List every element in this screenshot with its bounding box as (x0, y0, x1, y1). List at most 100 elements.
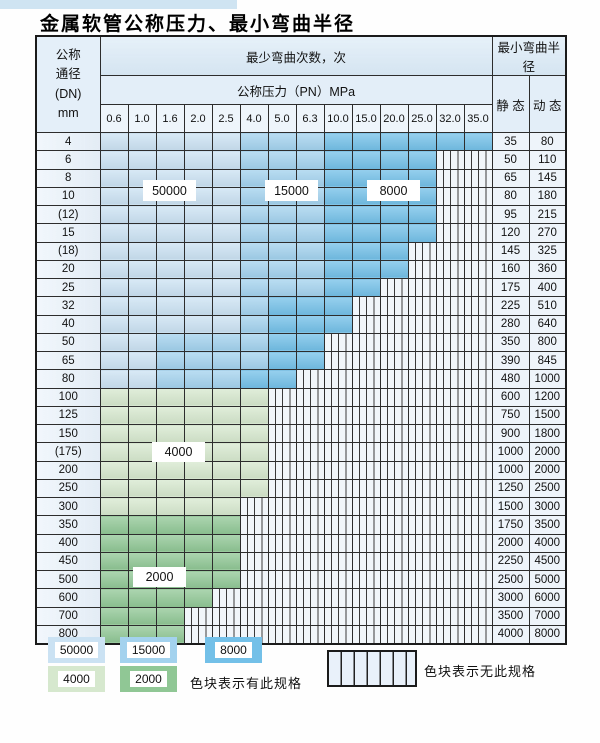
dynamic-value: 400 (528, 277, 567, 298)
spec-cell (183, 259, 213, 280)
spec-cell (99, 551, 129, 572)
dn-label: 10 (35, 186, 101, 207)
spec-cell (323, 296, 353, 316)
spec-cell (323, 277, 353, 298)
table-row: 50 350 800 (35, 332, 567, 353)
static-value: 80 (491, 186, 530, 207)
spec-cell (435, 442, 465, 462)
dynamic-value: 1200 (528, 387, 567, 407)
spec-cell (407, 150, 437, 170)
spec-cell (183, 223, 213, 243)
static-value: 2000 (491, 533, 530, 553)
spec-cell (99, 588, 129, 608)
spec-cell (183, 569, 213, 590)
dynamic-value: 5000 (528, 569, 567, 590)
spec-cell (183, 277, 213, 298)
dn-label: 125 (35, 405, 101, 426)
spec-cell (295, 478, 325, 499)
spec-cell (379, 131, 409, 152)
table-row: 600 3000 6000 (35, 588, 567, 608)
static-value: 50 (491, 150, 530, 170)
table-row: 80 480 1000 (35, 369, 567, 389)
spec-cell (351, 405, 381, 426)
pressure-col-label: 10.0 (323, 104, 353, 133)
spec-cell (99, 606, 129, 626)
dn-label: 40 (35, 314, 101, 334)
spec-cell (407, 588, 437, 608)
pressure-col-label: 35.0 (463, 104, 493, 133)
pressure-col-label: 5.0 (267, 104, 297, 133)
spec-cell (351, 423, 381, 444)
static-value: 145 (491, 241, 530, 261)
pressure-col-label: 25.0 (407, 104, 437, 133)
spec-cell (239, 223, 269, 243)
spec-cell (127, 369, 157, 389)
spec-cell (127, 442, 157, 462)
table-row: 8 65 145 (35, 168, 567, 188)
spec-cell (295, 423, 325, 444)
spec-cell (127, 223, 157, 243)
spec-cell (351, 150, 381, 170)
spec-cell (239, 496, 269, 517)
spec-cell (463, 296, 493, 316)
spec-cell (435, 496, 465, 517)
spec-cell (99, 569, 129, 590)
zone-label: 4000 (152, 442, 205, 462)
table-row: 6 50 110 (35, 150, 567, 170)
spec-cell (435, 515, 465, 535)
spec-cell (267, 460, 297, 480)
spec-cell (323, 314, 353, 334)
spec-cell (351, 496, 381, 517)
spec-cell (99, 442, 129, 462)
spec-cell (463, 223, 493, 243)
spec-cell (183, 460, 213, 480)
spec-cell (295, 569, 325, 590)
spec-cell (267, 223, 297, 243)
spec-cell (155, 150, 185, 170)
spec-cell (435, 332, 465, 353)
dn-label: 15 (35, 223, 101, 243)
spec-cell (323, 204, 353, 225)
spec-cell (351, 478, 381, 499)
spec-cell (239, 241, 269, 261)
spec-cell (323, 606, 353, 626)
spec-cell (155, 478, 185, 499)
spec-cell (407, 423, 437, 444)
spec-cell (155, 131, 185, 152)
spec-cell (351, 624, 381, 645)
dn-label: 350 (35, 515, 101, 535)
dynamic-value: 215 (528, 204, 567, 225)
spec-cell (435, 588, 465, 608)
spec-cell (155, 515, 185, 535)
spec-cell (239, 186, 269, 207)
spec-cell (211, 606, 241, 626)
spec-cell (351, 241, 381, 261)
spec-cell (99, 515, 129, 535)
spec-cell (295, 606, 325, 626)
spec-cell (351, 296, 381, 316)
spec-cell (99, 204, 129, 225)
spec-cell (379, 442, 409, 462)
spec-cell (323, 405, 353, 426)
spec-cell (239, 150, 269, 170)
spec-cell (463, 150, 493, 170)
spec-cell (407, 350, 437, 371)
spec-cell (407, 332, 437, 353)
spec-cell (183, 533, 213, 553)
spec-cell (323, 150, 353, 170)
spec-cell (351, 442, 381, 462)
spec-cell (295, 314, 325, 334)
spec-cell (407, 569, 437, 590)
spec-cell (267, 259, 297, 280)
spec-cell (435, 186, 465, 207)
spec-cell (155, 588, 185, 608)
spec-cell (379, 204, 409, 225)
spec-cell (155, 350, 185, 371)
spec-cell (127, 296, 157, 316)
spec-cell (99, 423, 129, 444)
spec-cell (351, 387, 381, 407)
spec-cell (99, 259, 129, 280)
spec-cell (155, 223, 185, 243)
spec-cell (295, 241, 325, 261)
dynamic-value: 7000 (528, 606, 567, 626)
